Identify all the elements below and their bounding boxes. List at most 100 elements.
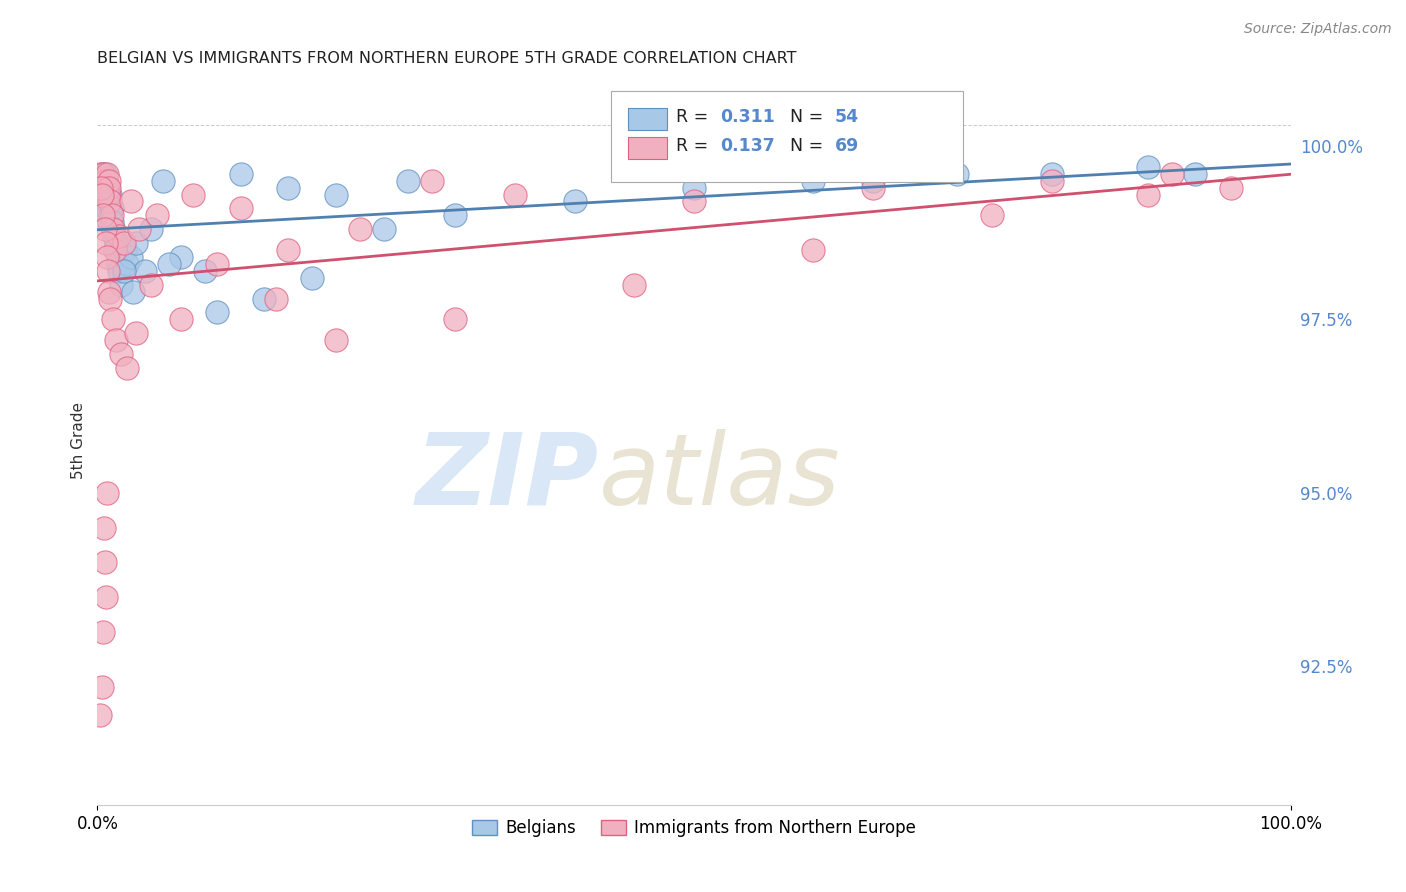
Point bbox=[91, 167, 114, 181]
Point bbox=[181, 187, 204, 202]
Point bbox=[93, 167, 115, 181]
Text: Source: ZipAtlas.com: Source: ZipAtlas.com bbox=[1244, 22, 1392, 37]
Point bbox=[170, 312, 193, 326]
Text: R =: R = bbox=[676, 137, 714, 155]
Point bbox=[120, 194, 142, 209]
Point bbox=[1040, 167, 1063, 181]
Point bbox=[277, 243, 299, 257]
Point bbox=[93, 520, 115, 534]
Point bbox=[96, 208, 118, 222]
Point bbox=[683, 180, 706, 194]
Point bbox=[100, 187, 122, 202]
Point bbox=[94, 235, 117, 250]
Point bbox=[100, 292, 122, 306]
Point bbox=[93, 222, 115, 236]
Text: 0.311: 0.311 bbox=[720, 108, 775, 127]
Point bbox=[91, 180, 114, 194]
FancyBboxPatch shape bbox=[628, 137, 666, 159]
Point bbox=[139, 277, 162, 292]
Point bbox=[91, 187, 114, 202]
Point bbox=[146, 208, 169, 222]
Point bbox=[100, 208, 122, 222]
Point bbox=[89, 167, 111, 181]
Point bbox=[152, 174, 174, 188]
Point bbox=[105, 333, 128, 347]
Point bbox=[1136, 160, 1159, 174]
Point bbox=[1220, 180, 1243, 194]
Point bbox=[97, 264, 120, 278]
Text: 54: 54 bbox=[835, 108, 859, 127]
Legend: Belgians, Immigrants from Northern Europe: Belgians, Immigrants from Northern Europ… bbox=[465, 813, 922, 844]
Point bbox=[93, 180, 115, 194]
Point bbox=[96, 485, 118, 500]
Point bbox=[114, 243, 136, 257]
Text: 0.137: 0.137 bbox=[720, 137, 775, 155]
Point bbox=[96, 187, 118, 202]
Point bbox=[100, 215, 122, 229]
Text: BELGIAN VS IMMIGRANTS FROM NORTHERN EUROPE 5TH GRADE CORRELATION CHART: BELGIAN VS IMMIGRANTS FROM NORTHERN EURO… bbox=[97, 51, 797, 66]
Point bbox=[266, 292, 288, 306]
Point bbox=[253, 292, 276, 306]
Point bbox=[97, 187, 120, 202]
Point bbox=[90, 174, 112, 188]
Point bbox=[104, 243, 127, 257]
Point bbox=[91, 624, 114, 639]
Point bbox=[112, 235, 135, 250]
Point bbox=[96, 167, 118, 181]
Point bbox=[444, 208, 467, 222]
Point bbox=[115, 360, 138, 375]
Point bbox=[91, 187, 114, 202]
Point bbox=[94, 174, 117, 188]
Point bbox=[94, 180, 117, 194]
Point bbox=[90, 174, 112, 188]
Point bbox=[100, 194, 122, 209]
Point bbox=[325, 333, 347, 347]
Point bbox=[89, 707, 111, 722]
Point bbox=[139, 222, 162, 236]
Point bbox=[862, 174, 884, 188]
Point bbox=[124, 235, 146, 250]
Point bbox=[101, 222, 124, 236]
Point bbox=[229, 202, 252, 216]
Point bbox=[128, 222, 150, 236]
Point bbox=[100, 208, 122, 222]
Point bbox=[122, 285, 145, 299]
Point bbox=[98, 215, 121, 229]
Point bbox=[301, 270, 323, 285]
Point bbox=[91, 167, 114, 181]
Point bbox=[108, 229, 131, 244]
Point bbox=[94, 202, 117, 216]
Point bbox=[98, 285, 121, 299]
Point bbox=[396, 174, 419, 188]
Point bbox=[120, 250, 142, 264]
Point bbox=[89, 180, 111, 194]
Text: N =: N = bbox=[790, 137, 828, 155]
Point bbox=[945, 167, 967, 181]
Point bbox=[96, 187, 118, 202]
Point bbox=[112, 264, 135, 278]
Point bbox=[96, 180, 118, 194]
Point bbox=[90, 180, 112, 194]
Point bbox=[115, 257, 138, 271]
Point bbox=[325, 187, 347, 202]
Point bbox=[803, 243, 825, 257]
Text: R =: R = bbox=[676, 108, 714, 127]
Point bbox=[564, 194, 586, 209]
Point bbox=[97, 180, 120, 194]
Point bbox=[862, 180, 884, 194]
FancyBboxPatch shape bbox=[628, 108, 666, 129]
Point bbox=[101, 312, 124, 326]
Point bbox=[1040, 174, 1063, 188]
Text: 69: 69 bbox=[835, 137, 859, 155]
Point bbox=[93, 174, 115, 188]
Point bbox=[105, 235, 128, 250]
Point bbox=[97, 174, 120, 188]
Point bbox=[110, 347, 132, 361]
Point bbox=[108, 264, 131, 278]
Point bbox=[277, 180, 299, 194]
Point bbox=[110, 277, 132, 292]
Point bbox=[91, 194, 114, 209]
Point bbox=[97, 180, 120, 194]
Point bbox=[100, 202, 122, 216]
Y-axis label: 5th Grade: 5th Grade bbox=[72, 402, 86, 479]
